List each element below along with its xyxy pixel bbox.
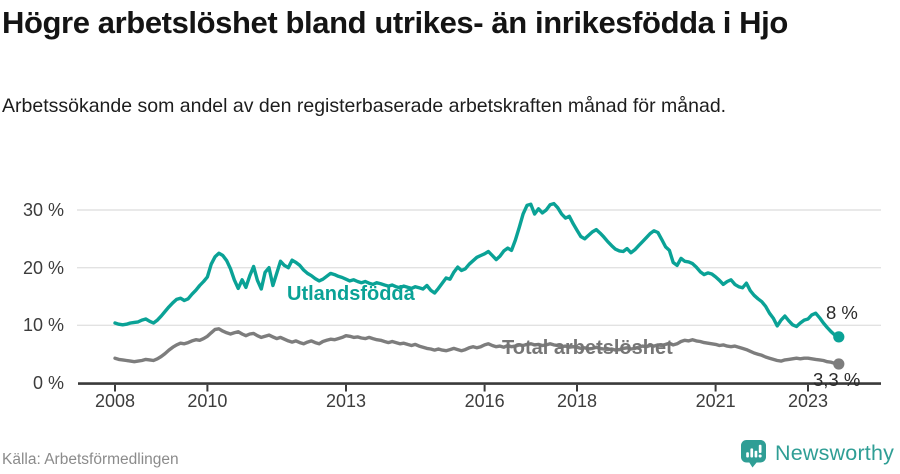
series-label-utlandsfodda: Utlandsfödda [287,283,415,305]
chart-subtitle: Arbetssökande som andel av den registerb… [2,95,727,117]
y-tick-label: 20 % [22,257,64,278]
x-tick-label: 2013 [325,391,367,411]
x-tick-label: 2018 [556,391,598,411]
x-tick-label: 2008 [94,391,136,411]
y-tick-label: 30 % [22,199,64,220]
source-note: Källa: Arbetsförmedlingen [2,451,179,468]
x-tick-label: 2023 [787,391,829,411]
x-tick-label: 2016 [464,391,505,411]
newsworthy-wordmark: Newsworthy [775,441,895,465]
x-tick-label: 2021 [695,391,736,411]
newsworthy-logo: Newsworthy [740,439,894,468]
newsworthy-icon [741,440,766,468]
y-tick-label: 0 % [32,373,64,393]
end-value-utlandsfodda: 8 % [826,302,858,323]
series-label-total-arbetsloshet: Total arbetslöshet [502,337,673,359]
x-tick-label: 2010 [187,391,228,411]
end-value-total-arbetsloshet: 3,3 % [813,369,861,390]
y-tick-label: 10 % [22,315,64,336]
chart-title: Högre arbetslöshet bland utrikes- än inr… [2,5,788,40]
